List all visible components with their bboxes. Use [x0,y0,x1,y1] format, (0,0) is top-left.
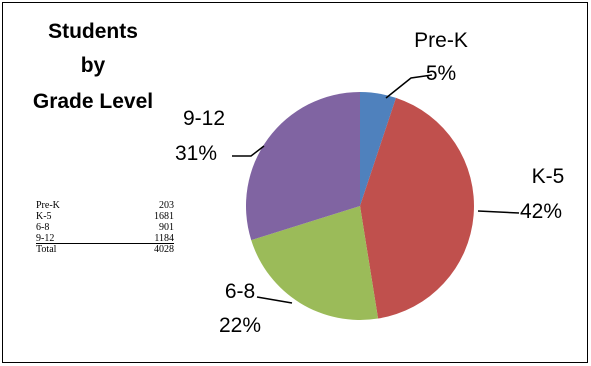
slice-category-label: K-5 [532,165,565,188]
table-label: 9-12 [36,233,55,244]
table-value: 1184 [154,233,174,244]
table-total-row: Total 4028 [36,244,174,255]
pie-slice-9-12 [245,92,360,241]
slice-percent-label: 22% [219,314,261,337]
slice-category-label: 9-12 [183,107,225,130]
table-label: Total [36,244,57,255]
leader-line [385,74,433,99]
slice-percent-label: 31% [175,142,217,165]
leader-line [232,145,265,157]
slice-category-label: Pre-K [414,29,468,52]
pie-slice-6-8 [251,206,379,321]
pie-slice-k-5 [360,97,474,319]
slice-category-label: 6-8 [225,280,255,303]
table-value: 901 [159,222,174,233]
table-value: 1681 [154,211,174,222]
title-line-1: Students [48,20,138,43]
slice-percent-label: 5% [426,62,456,85]
table-label: K-5 [36,211,52,222]
title-line-3: Grade Level [32,90,154,113]
table-row: K-5 1681 [36,211,174,222]
table-row: Pre-K 203 [36,200,174,211]
table-value: 4028 [154,244,174,255]
table-value: 203 [159,200,174,211]
slice-percent-label: 42% [520,200,562,223]
table-label: 6-8 [36,222,50,233]
title-line-2: by [80,54,106,77]
table-label: Pre-K [36,200,60,211]
leader-line [477,210,520,214]
pie-slice-pre-k [360,92,397,206]
chart-title: Students by Grade Level [8,20,178,130]
leader-line [256,296,293,304]
enrollment-table: Pre-K 203 K-5 1681 6-8 901 9-12 1184 Tot… [36,200,174,255]
table-row: 6-8 901 [36,222,174,233]
table-row: 9-12 1184 [36,233,174,244]
